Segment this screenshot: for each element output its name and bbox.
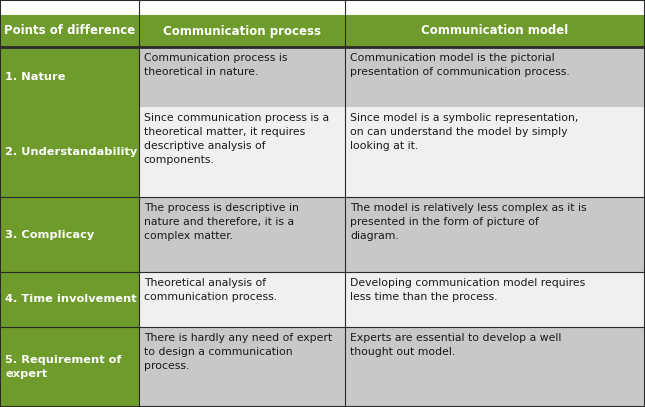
Bar xyxy=(0,327,139,407)
Bar xyxy=(139,327,345,407)
Text: Experts are essential to develop a well
thought out model.: Experts are essential to develop a well … xyxy=(350,333,561,357)
Text: Communication process is
theoretical in nature.: Communication process is theoretical in … xyxy=(144,53,287,77)
Text: The model is relatively less complex as it is
presented in the form of picture o: The model is relatively less complex as … xyxy=(350,203,587,241)
Bar xyxy=(139,197,345,272)
Bar xyxy=(345,15,645,47)
Text: 5. Requirement of
expert: 5. Requirement of expert xyxy=(5,355,121,379)
Bar xyxy=(139,15,345,47)
Text: Points of difference: Points of difference xyxy=(4,24,135,37)
Text: 2. Understandability: 2. Understandability xyxy=(5,147,137,157)
Text: The process is descriptive in
nature and therefore, it is a
complex matter.: The process is descriptive in nature and… xyxy=(144,203,299,241)
Bar xyxy=(345,107,645,197)
Bar xyxy=(345,272,645,327)
Bar xyxy=(345,327,645,407)
Bar xyxy=(139,272,345,327)
Bar xyxy=(345,197,645,272)
Bar xyxy=(0,47,139,107)
Text: 1. Nature: 1. Nature xyxy=(5,72,66,82)
Bar xyxy=(139,107,345,197)
Text: Developing communication model requires
less time than the process.: Developing communication model requires … xyxy=(350,278,585,302)
Bar xyxy=(0,272,139,327)
Text: Communication model is the pictorial
presentation of communication process.: Communication model is the pictorial pre… xyxy=(350,53,570,77)
Text: Since model is a symbolic representation,
on can understand the model by simply
: Since model is a symbolic representation… xyxy=(350,113,579,151)
Text: There is hardly any need of expert
to design a communication
process.: There is hardly any need of expert to de… xyxy=(144,333,332,371)
Text: Communication model: Communication model xyxy=(421,24,569,37)
Bar xyxy=(139,47,345,107)
Bar xyxy=(345,47,645,107)
Text: Communication process: Communication process xyxy=(163,24,321,37)
Bar xyxy=(0,197,139,272)
Text: 4. Time involvement: 4. Time involvement xyxy=(5,295,137,304)
Text: 3. Complicacy: 3. Complicacy xyxy=(5,230,94,239)
Text: Theoretical analysis of
communication process.: Theoretical analysis of communication pr… xyxy=(144,278,277,302)
Text: Since communication process is a
theoretical matter, it requires
descriptive ana: Since communication process is a theoret… xyxy=(144,113,329,165)
Bar xyxy=(0,15,139,47)
Bar xyxy=(0,107,139,197)
